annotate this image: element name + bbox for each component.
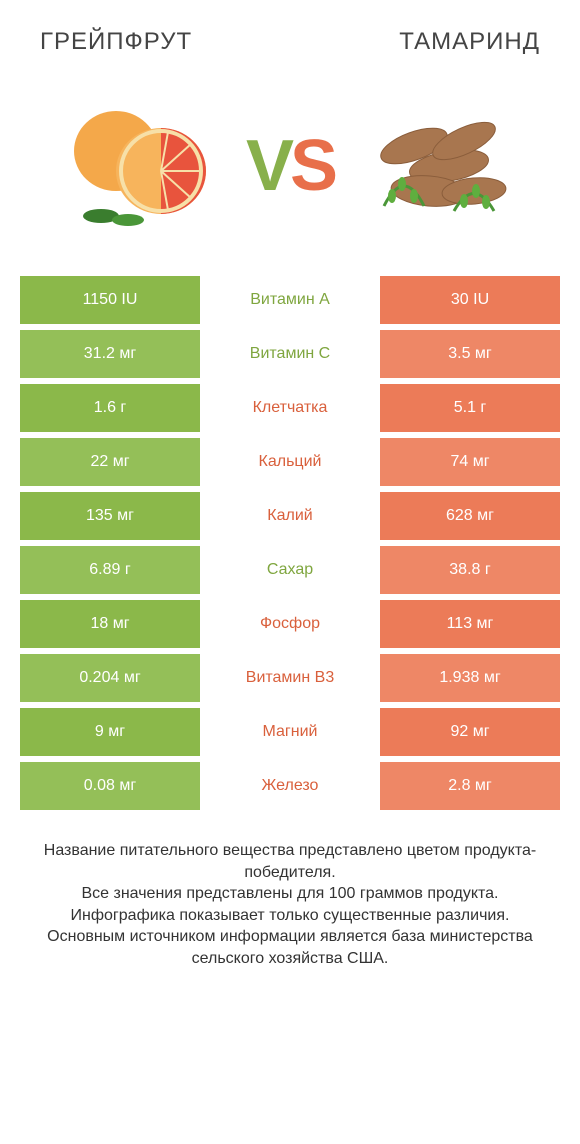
footer-line-2: Все значения представлены для 100 граммо… (30, 883, 550, 905)
hero-row: VS (0, 86, 580, 246)
nutrient-value-right: 5.1 г (380, 384, 560, 432)
nutrient-value-left: 1.6 г (20, 384, 200, 432)
nutrient-value-right: 1.938 мг (380, 654, 560, 702)
grapefruit-image (56, 96, 226, 236)
nutrient-label: Фосфор (200, 600, 380, 648)
nutrient-value-right: 3.5 мг (380, 330, 560, 378)
nutrient-label: Кальций (200, 438, 380, 486)
nutrient-value-left: 6.89 г (20, 546, 200, 594)
nutrient-value-left: 22 мг (20, 438, 200, 486)
title-row: ГРЕЙПФРУТ ТАМАРИНД (0, 0, 580, 56)
nutrient-value-right: 38.8 г (380, 546, 560, 594)
nutrient-label: Витамин B3 (200, 654, 380, 702)
nutrient-value-right: 2.8 мг (380, 762, 560, 810)
title-left: ГРЕЙПФРУТ (40, 28, 192, 56)
nutrient-row: 135 мгКалий628 мг (20, 492, 560, 540)
nutrient-row: 31.2 мгВитамин C3.5 мг (20, 330, 560, 378)
nutrient-value-left: 135 мг (20, 492, 200, 540)
nutrient-value-right: 74 мг (380, 438, 560, 486)
vs-v: V (246, 126, 290, 206)
nutrient-label: Калий (200, 492, 380, 540)
nutrient-value-left: 0.08 мг (20, 762, 200, 810)
nutrient-value-left: 0.204 мг (20, 654, 200, 702)
nutrient-value-left: 9 мг (20, 708, 200, 756)
nutrient-label: Витамин C (200, 330, 380, 378)
nutrient-row: 0.08 мгЖелезо2.8 мг (20, 762, 560, 810)
nutrient-row: 18 мгФосфор113 мг (20, 600, 560, 648)
footer-line-3: Инфографика показывает только существенн… (30, 905, 550, 927)
vs-label: VS (246, 125, 334, 207)
nutrient-value-right: 92 мг (380, 708, 560, 756)
footer-note: Название питательного вещества представл… (30, 840, 550, 970)
nutrient-row: 6.89 гСахар38.8 г (20, 546, 560, 594)
footer-line-1: Название питательного вещества представл… (30, 840, 550, 883)
nutrient-label: Витамин A (200, 276, 380, 324)
nutrient-row: 22 мгКальций74 мг (20, 438, 560, 486)
nutrient-value-left: 18 мг (20, 600, 200, 648)
title-right: ТАМАРИНД (399, 28, 540, 56)
nutrient-row: 0.204 мгВитамин B31.938 мг (20, 654, 560, 702)
nutrient-value-right: 113 мг (380, 600, 560, 648)
vs-s: S (290, 126, 334, 206)
footer-line-4: Основным источником информации является … (30, 926, 550, 969)
nutrient-value-right: 30 IU (380, 276, 560, 324)
nutrient-label: Сахар (200, 546, 380, 594)
nutrient-value-left: 31.2 мг (20, 330, 200, 378)
nutrient-row: 9 мгМагний92 мг (20, 708, 560, 756)
nutrient-row: 1.6 гКлетчатка5.1 г (20, 384, 560, 432)
nutrient-value-left: 1150 IU (20, 276, 200, 324)
nutrient-label: Магний (200, 708, 380, 756)
tamarind-image (354, 96, 524, 236)
nutrient-table: 1150 IUВитамин A30 IU 31.2 мгВитамин C3.5… (20, 276, 560, 810)
nutrient-label: Клетчатка (200, 384, 380, 432)
nutrient-label: Железо (200, 762, 380, 810)
nutrient-row: 1150 IUВитамин A30 IU (20, 276, 560, 324)
nutrient-value-right: 628 мг (380, 492, 560, 540)
